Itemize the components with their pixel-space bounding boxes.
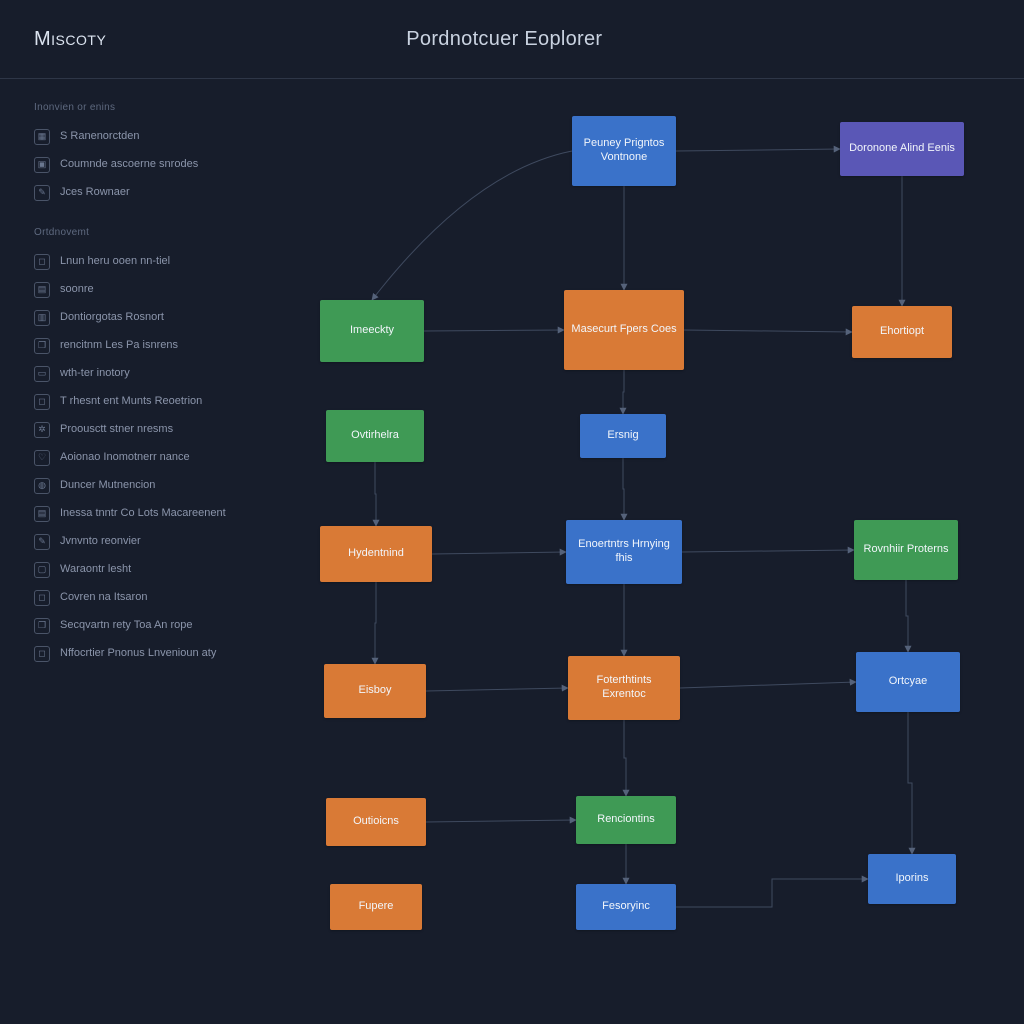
sidebar-item-label: T rhesnt ent Munts Reoetrion — [60, 395, 202, 409]
sidebar-item-label: Waraontr lesht — [60, 563, 131, 577]
flowchart-node[interactable]: Outioicns — [326, 798, 426, 846]
flowchart-edge — [375, 462, 376, 526]
gear-icon: ✲ — [34, 422, 50, 438]
sidebar-item[interactable]: ▥ Dontiorgotas Rosnort — [34, 304, 264, 332]
header: Miscoty Pordnotcuer Eoplorer — [0, 0, 1024, 65]
flowchart-edge — [372, 151, 572, 300]
flowchart-node[interactable]: Doronone Alind Eenis — [840, 122, 964, 176]
sidebar-item-label: Dontiorgotas Rosnort — [60, 311, 164, 325]
flowchart-node[interactable]: Ersnig — [580, 414, 666, 458]
flowchart-edge — [906, 580, 908, 652]
flowchart-edge — [684, 330, 852, 332]
sidebar-item[interactable]: ♡ Aoionao Inomotnerr nance — [34, 444, 264, 472]
sidebar-item-label: Jvnvnto reonvier — [60, 535, 141, 549]
sidebar-item-label: Aoionao Inomotnerr nance — [60, 451, 190, 465]
sidebar-item-label: Jces Rownaer — [60, 186, 130, 200]
flowchart-edge — [432, 552, 566, 554]
sidebar-item-label: wth-ter inotory — [60, 367, 130, 381]
flowchart-node[interactable]: Iporins — [868, 854, 956, 904]
sidebar-item[interactable]: ◍ Duncer Mutnencion — [34, 472, 264, 500]
flowchart-edge — [908, 712, 912, 854]
flowchart-node[interactable]: Eisboy — [324, 664, 426, 718]
flowchart-edge — [624, 720, 626, 796]
sq-icon: ◻ — [34, 590, 50, 606]
page-title: Pordnotcuer Eoplorer — [406, 28, 602, 51]
flowchart-node[interactable]: Renciontins — [576, 796, 676, 844]
sidebar-item[interactable]: ◻ T rhesnt ent Munts Reoetrion — [34, 388, 264, 416]
sidebar-item[interactable]: ▣ Coumnde ascoerne snrodes — [34, 151, 264, 179]
sidebar-item[interactable]: ✎ Jvnvnto reonvier — [34, 528, 264, 556]
card-icon: ▢ — [34, 562, 50, 578]
sidebar-item[interactable]: ◻ Lnun heru ooen nn-tiel — [34, 248, 264, 276]
sq-icon: ◻ — [34, 394, 50, 410]
flowchart-node[interactable]: Ehortiopt — [852, 306, 952, 358]
sidebar-item-label: Inessa tnntr Co Lots Macareenent — [60, 507, 226, 521]
book-icon: ▭ — [34, 366, 50, 382]
flowchart-node[interactable]: Fupere — [330, 884, 422, 930]
flowchart-edge — [375, 582, 376, 664]
sq-icon: ◻ — [34, 254, 50, 270]
sidebar-item-label: Covren na Itsaron — [60, 591, 147, 605]
flowchart-node[interactable]: Foterthtints Exrentoc — [568, 656, 680, 720]
sidebar-section-label: Inonvien or enins — [34, 102, 264, 113]
sidebar-item-label: Coumnde ascoerne snrodes — [60, 158, 198, 172]
flowchart-edge — [676, 149, 840, 151]
flowchart-node[interactable]: Hydentnind — [320, 526, 432, 582]
sidebar-item[interactable]: ▦ S Ranenorctden — [34, 123, 264, 151]
doc-icon: ❐ — [34, 618, 50, 634]
flowchart-edge — [682, 550, 854, 552]
sidebar-item[interactable]: ▤ soonre — [34, 276, 264, 304]
pen-icon: ✎ — [34, 185, 50, 201]
flowchart-node[interactable]: Ovtirhelra — [326, 410, 424, 462]
sidebar-item-label: S Ranenorctden — [60, 130, 140, 144]
flowchart-edge — [623, 370, 624, 414]
flowchart-node[interactable]: Enoertntrs Hrnying fhis — [566, 520, 682, 584]
flowchart-node[interactable]: Fesoryinc — [576, 884, 676, 930]
sidebar-item[interactable]: ◻ Nffocrtier Pnonus Lnvenioun aty — [34, 640, 264, 668]
sq-icon: ◻ — [34, 646, 50, 662]
sidebar-item-label: rencitnm Les Pa isnrens — [60, 339, 178, 353]
flowchart-canvas[interactable]: Peuney Prigntos Vontnone Doronone Alind E… — [280, 96, 1010, 1016]
sidebar-item[interactable]: ◻ Covren na Itsaron — [34, 584, 264, 612]
sidebar-item[interactable]: ▢ Waraontr lesht — [34, 556, 264, 584]
grid-icon: ▦ — [34, 129, 50, 145]
doc-icon: ❐ — [34, 338, 50, 354]
flowchart-edge — [426, 688, 568, 691]
sidebar-item-label: Duncer Mutnencion — [60, 479, 155, 493]
flowchart-edge — [424, 330, 564, 331]
sidebar-item-label: Proousctt stner nresms — [60, 423, 173, 437]
flowchart-node[interactable]: Masecurt Fpers Coes — [564, 290, 684, 370]
sidebar-section-label: Ortdnovemt — [34, 227, 264, 238]
flowchart-node[interactable]: Peuney Prigntos Vontnone — [572, 116, 676, 186]
box-icon: ▣ — [34, 157, 50, 173]
sidebar-item[interactable]: ✎ Jces Rownaer — [34, 179, 264, 207]
sidebar: Inonvien or enins ▦ S Ranenorctden ▣ Coumnde… — [34, 96, 264, 682]
sidebar-item-label: Secqvartn rety Toa An rope — [60, 619, 193, 633]
flowchart-edge — [426, 820, 576, 822]
sidebar-item[interactable]: ▤ Inessa tnntr Co Lots Macareenent — [34, 500, 264, 528]
cal-icon: ▤ — [34, 282, 50, 298]
flowchart-node[interactable]: Rovnhiir Proterns — [854, 520, 958, 580]
sidebar-item[interactable]: ❐ Secqvartn rety Toa An rope — [34, 612, 264, 640]
flowchart-edge — [676, 879, 868, 907]
flowchart-edge — [680, 682, 856, 688]
brand-title: Miscoty — [34, 28, 106, 51]
flowchart-node[interactable]: Ortcyae — [856, 652, 960, 712]
pen-icon: ✎ — [34, 534, 50, 550]
cards-icon: ▥ — [34, 310, 50, 326]
sidebar-item[interactable]: ❐ rencitnm Les Pa isnrens — [34, 332, 264, 360]
sidebar-item-label: Lnun heru ooen nn-tiel — [60, 255, 170, 269]
sidebar-item-label: soonre — [60, 283, 94, 297]
globe-icon: ◍ — [34, 478, 50, 494]
flowchart-node[interactable]: Imeeckty — [320, 300, 424, 362]
sidebar-item[interactable]: ▭ wth-ter inotory — [34, 360, 264, 388]
sidebar-item-label: Nffocrtier Pnonus Lnvenioun aty — [60, 647, 216, 661]
header-divider — [0, 78, 1024, 79]
heart-icon: ♡ — [34, 450, 50, 466]
sidebar-item[interactable]: ✲ Proousctt stner nresms — [34, 416, 264, 444]
cal-icon: ▤ — [34, 506, 50, 522]
flowchart-edge — [623, 458, 624, 520]
